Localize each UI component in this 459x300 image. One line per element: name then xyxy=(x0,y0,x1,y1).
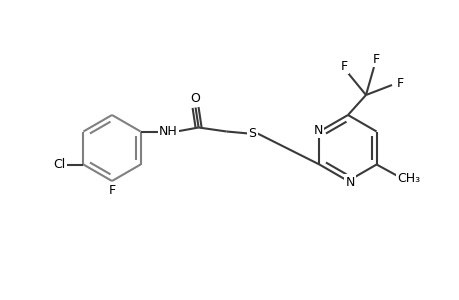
Text: S: S xyxy=(248,127,256,140)
Text: F: F xyxy=(108,184,115,196)
Text: Cl: Cl xyxy=(53,158,65,171)
Text: O: O xyxy=(190,92,200,105)
Text: F: F xyxy=(396,76,403,89)
Text: CH₃: CH₃ xyxy=(396,172,419,185)
Text: N: N xyxy=(345,176,354,188)
Text: F: F xyxy=(340,59,347,73)
Text: F: F xyxy=(372,52,379,65)
Text: N: N xyxy=(313,124,322,137)
Text: NH: NH xyxy=(159,125,178,138)
